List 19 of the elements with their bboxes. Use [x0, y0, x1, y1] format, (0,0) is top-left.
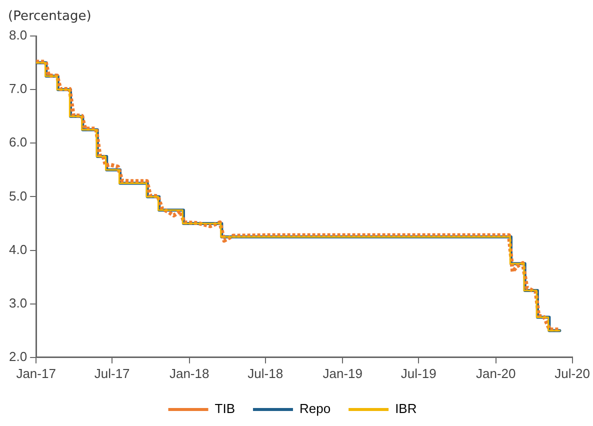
y-tick-label: 2.0: [8, 348, 28, 364]
legend-label: Repo: [299, 401, 331, 416]
y-tick-label: 8.0: [8, 28, 28, 43]
y-tick-label: 7.0: [8, 81, 28, 96]
x-tick-label: Jan-18: [169, 366, 210, 381]
legend-label: IBR: [395, 401, 417, 416]
x-tick-label: Jan-17: [16, 366, 56, 381]
x-tick-label: Jan-20: [476, 366, 516, 381]
x-tick-label: Jan-19: [322, 366, 362, 381]
x-tick-label: Jul-18: [248, 366, 284, 381]
y-tick-label: 4.0: [8, 242, 28, 257]
legend-label: TIB: [214, 401, 235, 416]
x-tick-label: Jul-17: [94, 366, 130, 381]
y-tick-label: 6.0: [8, 134, 28, 150]
x-tick-label: Jul-20: [554, 366, 590, 381]
y-tick-label: 3.0: [8, 295, 28, 310]
x-tick-label: Jul-19: [400, 366, 436, 381]
y-tick-label: 5.0: [8, 188, 28, 204]
y-axis-title: (Percentage): [8, 8, 92, 24]
